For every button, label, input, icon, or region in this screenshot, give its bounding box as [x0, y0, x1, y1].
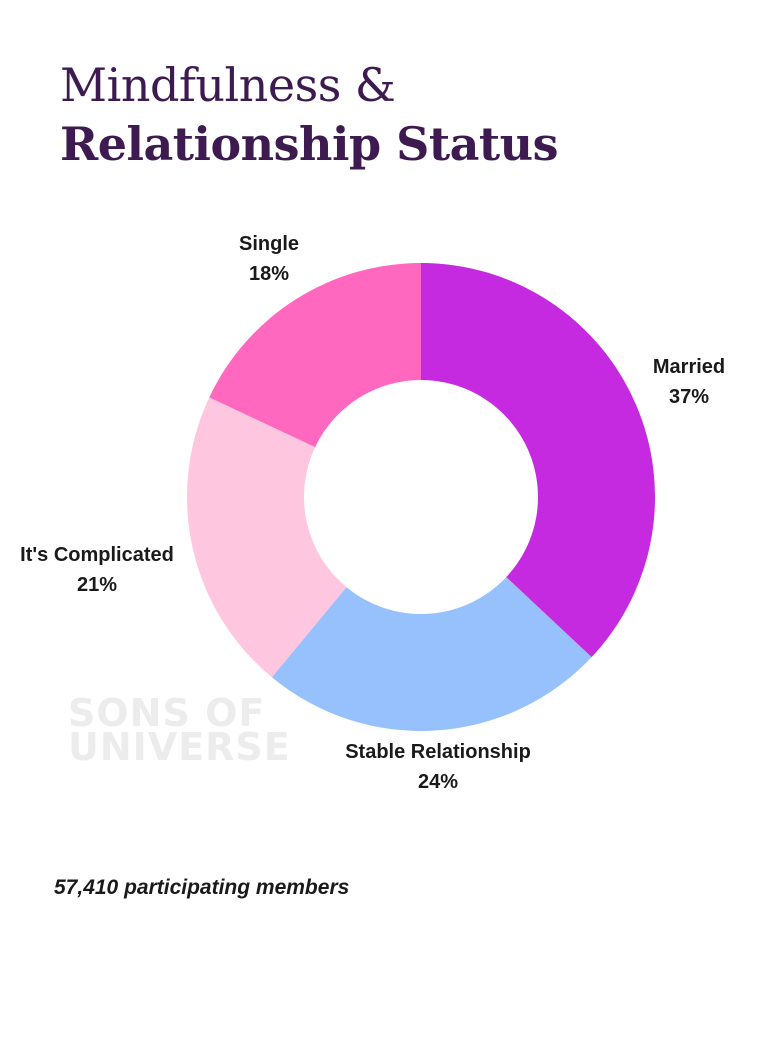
label-married-name: Married — [652, 356, 726, 378]
label-its-complicated: It's Complicated 21% — [20, 540, 174, 600]
label-single-value: 18% — [248, 263, 290, 285]
label-single-name: Single — [238, 233, 300, 255]
title-line-2: Relationship Status — [60, 117, 558, 171]
participants-note: 57,410 participating members — [54, 876, 350, 899]
slice-stable-relationship — [271, 577, 592, 732]
label-complicated-value: 21% — [76, 574, 118, 596]
watermark-line-1: SONS OF — [68, 691, 266, 735]
title-line-1: Mindfulness & — [60, 58, 396, 112]
slice-married — [421, 263, 656, 658]
slice-it-s-complicated — [187, 397, 347, 678]
label-single: Single 18% — [239, 229, 299, 289]
chart-title: Mindfulness & Relationship Status — [60, 62, 558, 167]
watermark-line-2: UNIVERSE — [68, 725, 291, 769]
donut-slices — [187, 263, 656, 732]
slice-single — [209, 263, 421, 448]
label-stable-name: Stable Relationship — [345, 741, 531, 763]
label-married-value: 37% — [668, 386, 710, 408]
label-married: Married 37% — [653, 352, 725, 412]
label-complicated-name: It's Complicated — [20, 544, 174, 566]
label-stable-relationship: Stable Relationship 24% — [345, 737, 531, 797]
watermark-logo: SONS OF UNIVERSE — [68, 691, 291, 769]
label-stable-value: 24% — [417, 771, 459, 793]
